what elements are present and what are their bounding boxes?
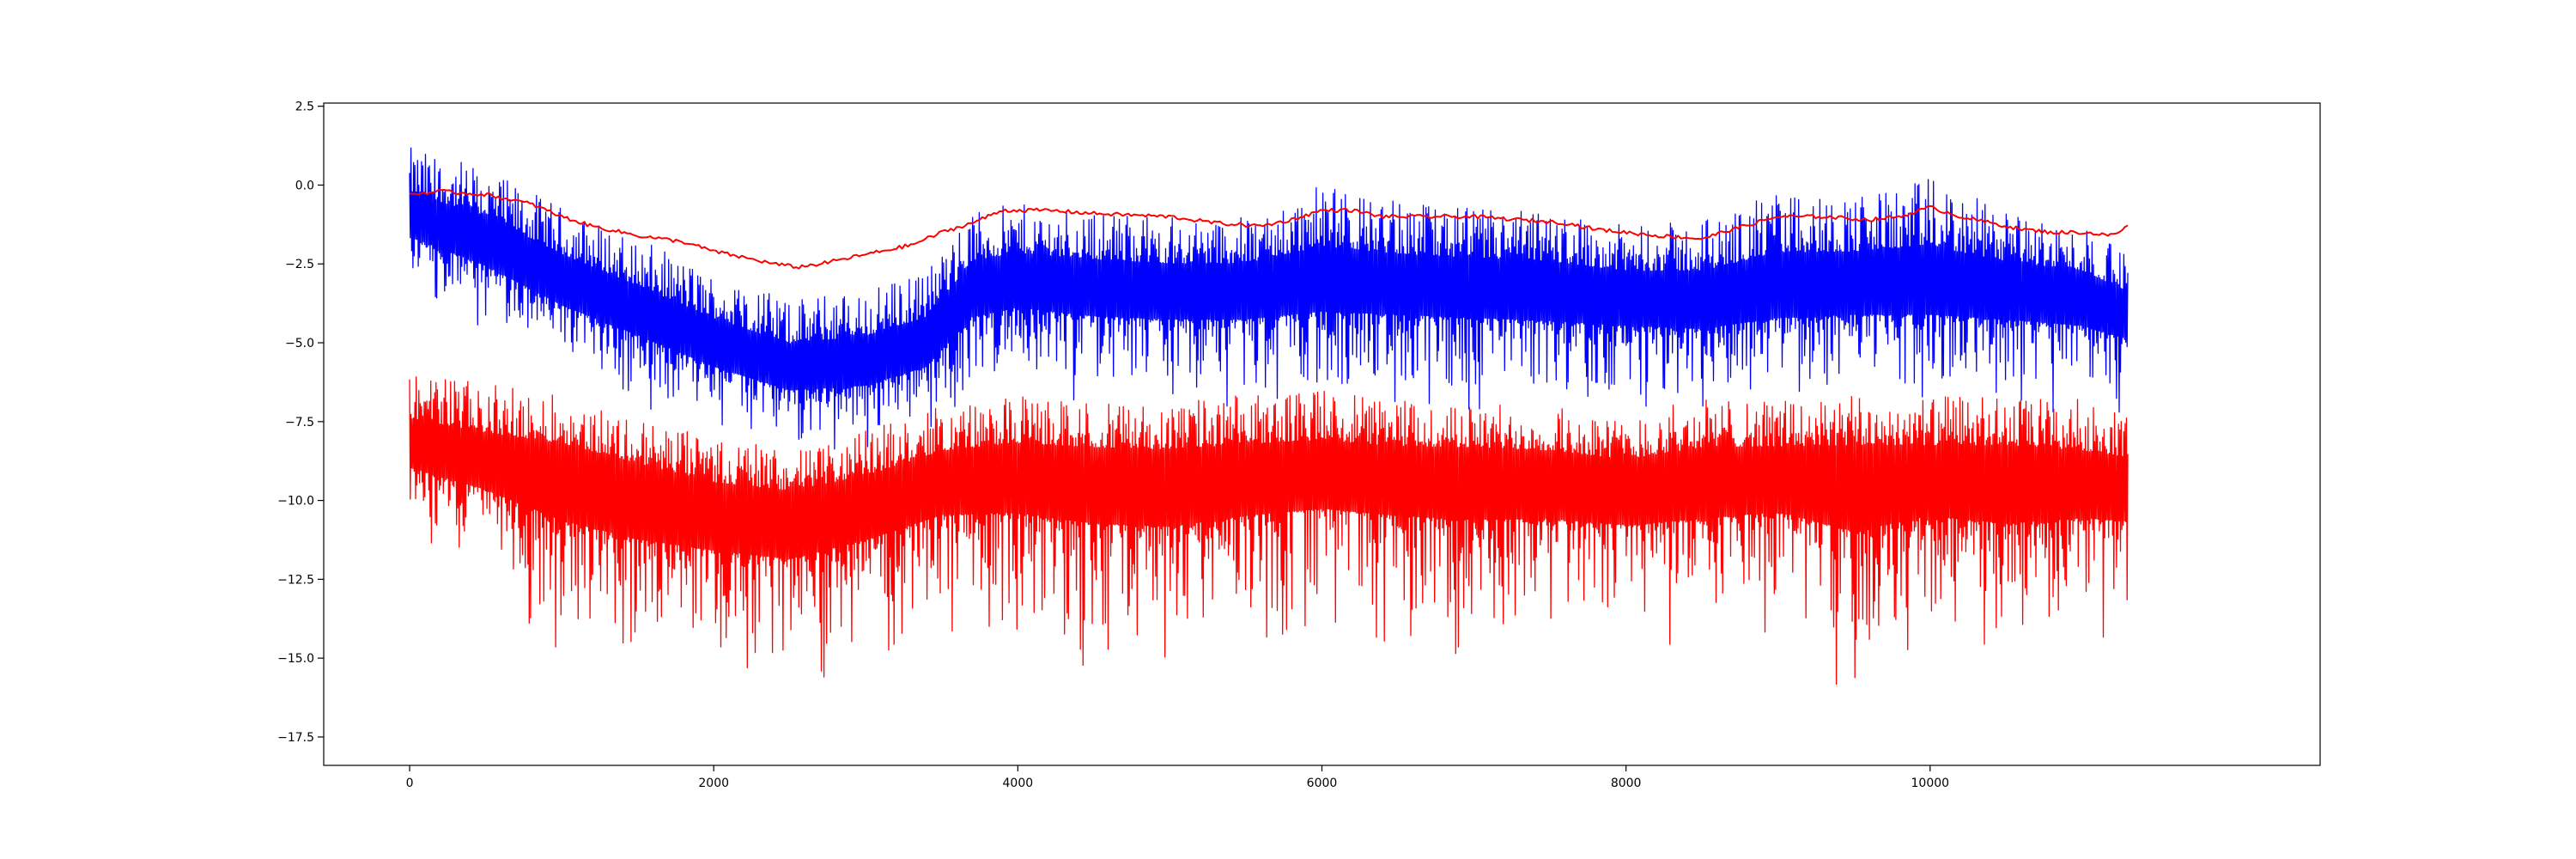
x-tick-label: 4000 xyxy=(1003,777,1034,790)
y-tick-label: 2.5 xyxy=(295,101,314,114)
y-tick-label: −12.5 xyxy=(277,573,314,587)
x-tick-label: 8000 xyxy=(1611,777,1642,790)
x-tick-label: 2000 xyxy=(698,777,729,790)
y-axis: 2.5 0.0 −2.5 −5.0 −7.5 −10.0 −12.5 −15.0 −17.5 xyxy=(277,101,324,745)
x-tick-label: 6000 xyxy=(1307,777,1338,790)
x-tick-label: 0 xyxy=(406,777,414,790)
x-axis: 0 2000 4000 6000 8000 10000 xyxy=(406,765,1949,790)
series-line-1 xyxy=(409,147,2129,450)
series-layer xyxy=(409,147,2129,685)
y-tick-label: 0.0 xyxy=(295,179,314,192)
y-tick-label: −17.5 xyxy=(277,731,314,745)
series-line-3 xyxy=(409,189,2129,270)
y-tick-label: −7.5 xyxy=(285,416,314,430)
y-tick-label: −15.0 xyxy=(277,652,314,666)
y-tick-label: −5.0 xyxy=(285,337,314,350)
y-tick-label: −10.0 xyxy=(277,495,314,509)
x-tick-label: 10000 xyxy=(1911,777,1950,790)
y-tick-label: −2.5 xyxy=(285,258,314,271)
series-line-2 xyxy=(409,376,2129,685)
